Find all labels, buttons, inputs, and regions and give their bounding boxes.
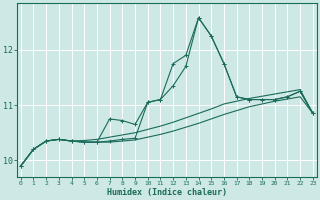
X-axis label: Humidex (Indice chaleur): Humidex (Indice chaleur) [107,188,227,197]
